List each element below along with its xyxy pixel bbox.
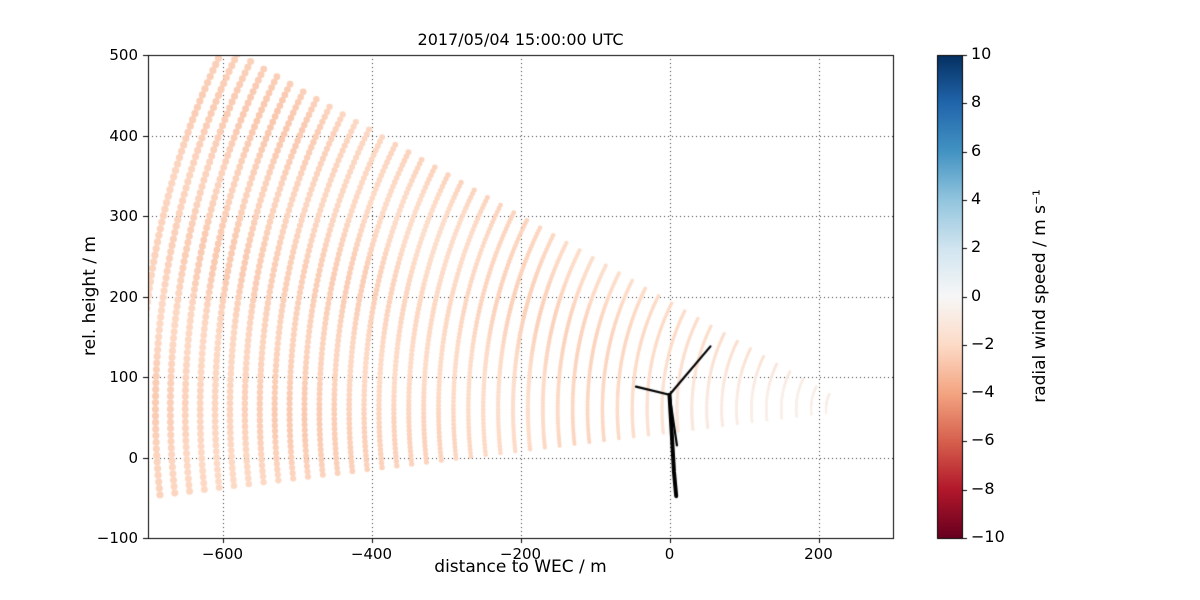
colorbar-label: radial wind speed / m s⁻¹ — [1030, 189, 1050, 403]
y-tick-label: 200 — [109, 287, 138, 306]
colorbar-tick-label: −10 — [971, 527, 1005, 546]
colorbar-tick-label: −4 — [971, 382, 995, 402]
x-tick-label: 0 — [664, 545, 675, 563]
x-tick-label: −200 — [499, 545, 542, 563]
y-tick-label: 400 — [109, 126, 138, 145]
colorbar-tick-label: 4 — [971, 188, 982, 208]
x-tick-label: 200 — [804, 545, 833, 563]
colorbar-tick-label: 6 — [971, 140, 982, 160]
x-tick-label: −600 — [201, 545, 244, 563]
y-tick-label: 300 — [109, 207, 138, 225]
y-tick-label: 0 — [128, 448, 138, 467]
x-axis-label: distance to WEC / m — [434, 557, 607, 577]
colorbar-tick-label: 8 — [971, 92, 982, 112]
y-tick-label: 100 — [109, 368, 138, 386]
chart-title: 2017/05/04 15:00:00 UTC — [417, 30, 624, 49]
y-tick-label: 500 — [109, 46, 138, 64]
x-tick-label: −400 — [350, 545, 393, 563]
colorbar-tick-label: −2 — [971, 333, 995, 353]
colorbar-tick-label: 2 — [971, 237, 982, 257]
y-tick-label: −100 — [96, 529, 138, 547]
colorbar-tick-label: 0 — [971, 285, 982, 305]
colorbar-tick-label: −6 — [971, 430, 995, 450]
colorbar-tick-label: 10 — [971, 44, 992, 63]
colorbar-tick-label: −8 — [971, 478, 995, 498]
